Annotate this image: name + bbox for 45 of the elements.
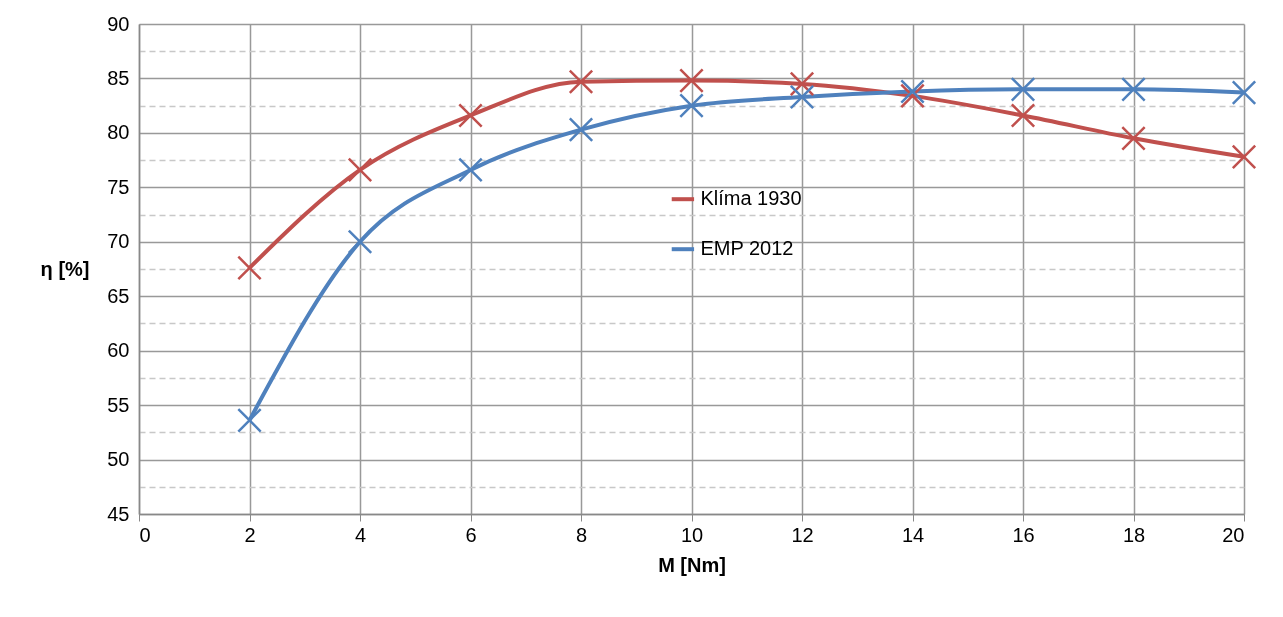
x-tick-label: 20 xyxy=(1222,523,1245,546)
point xyxy=(347,157,373,183)
x-tick-label: 10 xyxy=(680,523,704,546)
point xyxy=(679,68,704,94)
point xyxy=(789,84,815,110)
point xyxy=(1231,80,1257,106)
y-tick-label: 65 xyxy=(107,284,130,307)
point xyxy=(1121,125,1146,151)
point xyxy=(237,407,262,433)
point xyxy=(900,83,925,109)
y-axis-title: η [%] xyxy=(40,257,90,280)
point xyxy=(568,69,594,95)
point xyxy=(1010,76,1036,102)
y-tick-label: 70 xyxy=(107,230,130,253)
x-tick-label: 6 xyxy=(465,523,477,546)
point xyxy=(1121,76,1146,102)
point xyxy=(568,117,594,143)
point xyxy=(679,93,704,119)
x-tick-label: 8 xyxy=(575,523,588,546)
point xyxy=(237,255,262,281)
point xyxy=(458,103,483,128)
x-tick-label: 2 xyxy=(244,523,256,546)
y-tick-label: 60 xyxy=(107,339,130,362)
point xyxy=(1010,103,1036,128)
x-tick-label: 0 xyxy=(139,523,151,546)
point xyxy=(789,71,815,97)
y-tick-label: 55 xyxy=(107,393,130,416)
x-tick-label: 18 xyxy=(1122,523,1146,546)
point xyxy=(900,79,925,104)
y-tick-label: 75 xyxy=(107,175,130,198)
legend-label: EMP 2012 xyxy=(700,237,794,260)
y-tick-label: 45 xyxy=(107,502,130,525)
y-tick-label: 85 xyxy=(107,66,130,89)
y-tick-label: 50 xyxy=(107,448,130,471)
x-tick-label: 16 xyxy=(1012,523,1035,546)
y-tick-label: 90 xyxy=(107,12,130,35)
x-tick-label: 14 xyxy=(901,523,925,546)
legend-label: Klíma 1930 xyxy=(700,187,802,210)
x-tick-label: 12 xyxy=(791,523,814,546)
point xyxy=(1231,144,1257,170)
point xyxy=(458,157,483,183)
x-tick-label: 4 xyxy=(354,523,367,546)
point xyxy=(347,229,373,255)
x-axis-title: M [Nm] xyxy=(658,553,726,576)
y-tick-label: 80 xyxy=(107,121,130,144)
